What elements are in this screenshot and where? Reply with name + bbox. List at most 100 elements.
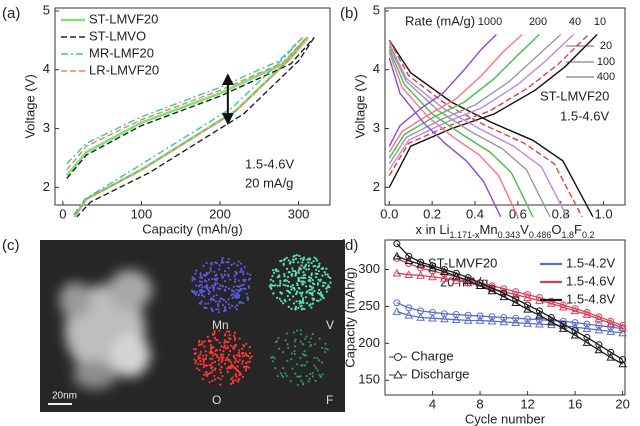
discharge-marker [618, 328, 627, 337]
x-tick-label: 200 [209, 206, 231, 221]
eds-dot [202, 373, 206, 376]
discharge-marker [392, 251, 402, 260]
panel-label: (a) [2, 5, 20, 22]
eds-dot [242, 354, 246, 357]
eds-dot [285, 267, 289, 270]
charge-marker [524, 315, 532, 323]
eds-dot [232, 356, 236, 359]
discharge-marker [594, 325, 604, 334]
eds-dot [199, 272, 202, 275]
eds-dot [236, 285, 239, 288]
eds-dot [196, 367, 199, 370]
eds-dot [270, 287, 273, 290]
eds-dot [286, 346, 290, 349]
eds-dot [245, 367, 248, 371]
eds-dot [301, 283, 305, 286]
x-axis-label-part: V [520, 222, 529, 237]
eds-dot [287, 280, 290, 284]
eds-dot [324, 273, 327, 276]
eds-dot [299, 340, 302, 343]
charge-marker [440, 266, 448, 274]
discharge-marker [463, 278, 473, 287]
discharge-marker [451, 315, 461, 324]
discharge-marker [487, 286, 497, 295]
eds-dot [203, 306, 206, 309]
x-tick-label: 12 [520, 396, 534, 411]
eds-dot [201, 340, 204, 343]
eds-dot [231, 289, 234, 292]
eds-dot [195, 284, 198, 287]
eds-dot [208, 271, 211, 274]
discharge-marker [511, 290, 521, 298]
charge-marker [512, 314, 520, 322]
eds-dot [233, 275, 236, 278]
eds-dot [283, 298, 286, 302]
eds-dot [301, 297, 305, 300]
eds-dot [288, 298, 291, 301]
discharge-marker [570, 306, 580, 315]
eds-dot [299, 356, 302, 359]
line [388, 34, 502, 218]
eds-dot [320, 361, 324, 364]
eds-dot [301, 342, 304, 345]
y-tick-label: 3 [373, 120, 380, 135]
eds-dot [232, 381, 235, 385]
eds-dot [217, 363, 221, 366]
eds-dot [313, 343, 317, 346]
eds-dot [229, 361, 233, 364]
eds-dot [308, 284, 312, 288]
charge-marker [535, 316, 543, 324]
eds-dot [199, 274, 202, 277]
eds-dot [245, 342, 248, 346]
charge-marker [607, 317, 615, 325]
eds-dot [312, 260, 315, 263]
eds-dot [269, 283, 273, 286]
eds-dot [231, 379, 235, 382]
eds-dot [321, 267, 324, 270]
eds-dot [229, 350, 232, 353]
eds-dot [200, 293, 204, 297]
eds-dot [279, 372, 282, 375]
eds-dot [195, 291, 198, 294]
eds-dot [223, 339, 226, 342]
eds-dot [288, 291, 291, 294]
discharge-marker [499, 292, 509, 301]
legend-marker [393, 369, 403, 379]
eds-dot [298, 302, 301, 305]
eds-dot [217, 359, 220, 362]
eds-dot [248, 351, 252, 355]
charge-marker [571, 319, 579, 327]
eds-dot [241, 347, 244, 350]
rate-label: 40 [569, 16, 581, 28]
eds-dot [219, 371, 222, 374]
eds-dot [217, 311, 220, 314]
eds-dot [280, 259, 283, 262]
discharge-marker [463, 315, 473, 324]
charge-marker [583, 333, 591, 341]
eds-dot [318, 288, 321, 292]
eds-dot [319, 375, 322, 379]
eds-dot [203, 345, 206, 348]
eds-dot [307, 380, 310, 383]
discharge-marker [440, 314, 449, 323]
eds-dot [210, 307, 213, 310]
eds-dot [191, 276, 194, 279]
eds-dot [217, 305, 220, 308]
eds-dot [198, 284, 201, 287]
eds-dot [225, 301, 228, 304]
discharge-marker [404, 256, 414, 264]
charge-marker [547, 297, 555, 305]
eds-dot [296, 383, 299, 387]
eds-dot [238, 289, 241, 292]
eds-dot [310, 261, 313, 265]
y-tick-label: 250 [358, 298, 380, 313]
rate-label: 100 [597, 56, 615, 68]
eds-dot [305, 291, 308, 294]
eds-dot [295, 254, 299, 257]
eds-dot [204, 358, 207, 361]
eds-dot [319, 278, 322, 281]
eds-dot [214, 353, 217, 356]
eds-dot [232, 285, 236, 288]
eds-dot [242, 270, 245, 274]
